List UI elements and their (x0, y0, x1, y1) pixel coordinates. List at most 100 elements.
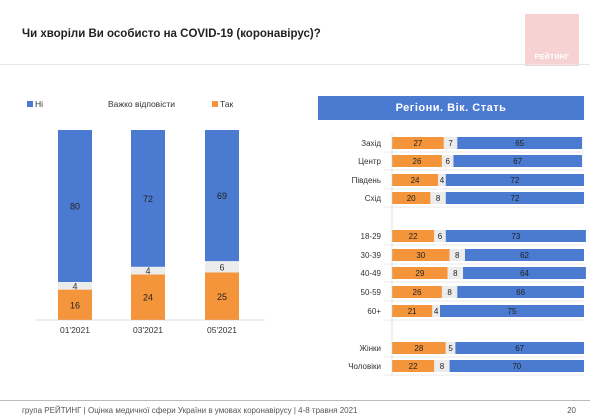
row-label-1: Центр (358, 157, 381, 166)
hbar-label-1-0: 26 (413, 157, 422, 166)
page-title: Чи хворіли Ви особисто на COVID-19 (коро… (22, 28, 321, 40)
row-label-0: Захід (361, 139, 381, 148)
hbar-label-10-1: 8 (440, 362, 445, 371)
hbar-segment-7-2 (457, 286, 584, 298)
hbar-label-1-1: 6 (445, 157, 450, 166)
logo-text: РЕЙТИНГ (534, 54, 570, 61)
trend-stacked-bar-chart: Ні Важко відповісти Так 16 4 80 01'2021 24 4 72 03… (27, 99, 265, 335)
hbar-segment-10-2 (449, 360, 584, 372)
hbar-label-2-0: 24 (411, 176, 420, 185)
hbar-label-2-1: 4 (440, 176, 445, 185)
data-label-1-2: 72 (143, 194, 153, 204)
data-label-2-1: 6 (219, 262, 224, 272)
bar-segment-0-2 (58, 130, 92, 282)
hbar-segment-9-1 (445, 342, 456, 354)
hbar-label-5-2: 62 (520, 251, 529, 260)
legend-swatch-2 (212, 101, 218, 107)
hbar-label-0-0: 27 (413, 139, 422, 148)
hbar-label-2-2: 72 (510, 176, 519, 185)
x-tick-label-1: 03'2021 (133, 325, 163, 335)
hbar-segment-5-0 (392, 249, 450, 261)
data-label-1-0: 24 (143, 293, 153, 303)
hbar-segment-1-2 (453, 155, 583, 167)
row-label-5: 30-39 (361, 251, 382, 260)
hbar-segment-4-2 (445, 230, 586, 242)
data-label-1-1: 4 (145, 266, 150, 276)
hbar-segment-1-0 (392, 155, 442, 167)
row-label-9: Жінки (359, 344, 381, 353)
hbar-label-3-1: 8 (436, 194, 441, 203)
hbar-label-5-0: 30 (416, 251, 425, 260)
hbar-segment-5-2 (464, 249, 584, 261)
row-label-7: 50-59 (361, 288, 382, 297)
data-label-0-0: 16 (70, 300, 80, 310)
hbar-segment-5-1 (449, 249, 465, 261)
hbar-segment-0-1 (443, 137, 458, 149)
legend-label-2: Так (220, 99, 234, 109)
hbar-label-6-2: 64 (520, 269, 529, 278)
hbar-segment-8-1 (432, 305, 440, 317)
legend-label-0: Ні (35, 99, 43, 109)
hbar-label-9-1: 5 (448, 344, 453, 353)
hbar-segment-9-0 (392, 342, 446, 354)
hbar-label-6-0: 29 (415, 269, 424, 278)
hbar-segment-4-0 (392, 230, 435, 242)
hbar-label-3-2: 72 (510, 194, 519, 203)
hbar-segment-7-0 (392, 286, 442, 298)
hbar-segment-10-0 (392, 360, 435, 372)
bar-segment-1-1 (131, 266, 165, 275)
x-tick-label-0: 01'2021 (60, 325, 90, 335)
hbar-label-5-1: 8 (455, 251, 460, 260)
hbar-label-10-2: 70 (512, 362, 521, 371)
x-tick-label-2: 05'2021 (207, 325, 237, 335)
hbar-label-6-1: 8 (453, 269, 458, 278)
hbar-label-7-2: 66 (516, 288, 525, 297)
bar-segment-2-2 (205, 130, 239, 262)
row-label-2: Південь (352, 176, 381, 185)
hbar-segment-0-0 (392, 137, 444, 149)
hbar-label-8-2: 75 (508, 307, 517, 316)
row-label-6: 40-49 (361, 269, 382, 278)
bar-segment-0-1 (58, 282, 92, 290)
data-label-2-2: 69 (217, 191, 227, 201)
hbar-segment-8-2 (440, 305, 584, 317)
hbar-segment-10-1 (434, 360, 450, 372)
hbar-segment-3-1 (430, 192, 446, 204)
hbar-segment-6-0 (392, 267, 448, 279)
header-divider (0, 64, 590, 65)
row-label-3: Схід (365, 194, 382, 203)
page-number: 20 (567, 406, 576, 415)
bar-segment-2-1 (205, 261, 239, 273)
hbar-segment-2-2 (445, 174, 584, 186)
row-label-10: Чоловіки (348, 362, 381, 371)
hbar-label-7-1: 8 (447, 288, 452, 297)
hbar-label-10-0: 22 (409, 362, 418, 371)
legend-swatch-0 (27, 101, 33, 107)
hbar-label-8-0: 21 (408, 307, 417, 316)
hbar-label-4-1: 6 (438, 232, 443, 241)
hbar-label-3-0: 20 (407, 194, 416, 203)
breakdown-title: Регіони. Вік. Стать (318, 96, 584, 120)
bar-segment-2-0 (205, 272, 239, 320)
hbar-segment-6-1 (447, 267, 464, 279)
row-label-8: 60+ (367, 307, 381, 316)
hbar-segment-3-2 (445, 192, 584, 204)
hbar-segment-6-2 (463, 267, 586, 279)
hbar-label-0-1: 7 (448, 139, 453, 148)
hbar-label-9-2: 67 (515, 344, 524, 353)
hbar-segment-3-0 (392, 192, 431, 204)
rating-logo: РЕЙТИНГ (525, 14, 579, 66)
legend-label-1: Важко відповісти (108, 99, 175, 109)
data-label-0-2: 80 (70, 202, 80, 212)
hbar-segment-2-1 (438, 174, 446, 186)
hbar-segment-1-1 (441, 155, 454, 167)
hbar-label-1-2: 67 (513, 157, 522, 166)
breakdown-stacked-bar-chart: Захід 27 7 6 5 Центр 26 6 67 Південь 24 4 72 Схід 20 8 7… (348, 134, 586, 376)
hbar-segment-4-1 (434, 230, 446, 242)
hbar-label-4-2: 73 (511, 232, 520, 241)
footer-text: група РЕЙТИНГ | Оцінка медичної сфери Ук… (22, 406, 358, 415)
hbar-segment-9-2 (455, 342, 584, 354)
footer-divider (0, 400, 590, 401)
data-label-0-1: 4 (72, 281, 77, 291)
data-label-2-0: 25 (217, 292, 227, 302)
